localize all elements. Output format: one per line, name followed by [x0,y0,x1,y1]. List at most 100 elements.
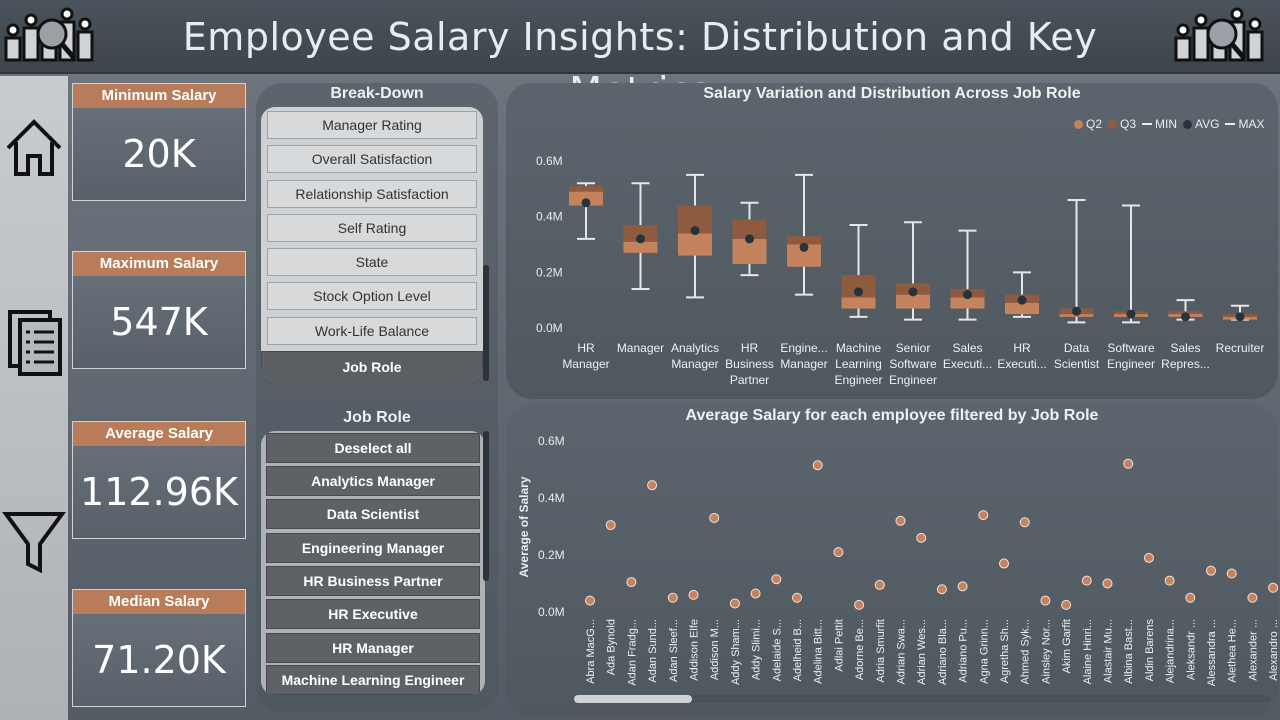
max-swatch-icon [1225,123,1236,125]
x-category-label: Engineer [889,373,937,387]
employee-point [833,547,844,558]
x-employee-label: Adelina Bitt... [813,619,825,684]
scatter-chart-panel: Average Salary for each employee filtere… [506,405,1278,717]
q2-swatch-icon [1074,119,1083,129]
breakdown-slicer: Manager Rating Overall Satisfaction Rela… [261,107,483,381]
breakdown-item-manager-rating[interactable]: Manager Rating [267,111,477,139]
job-role-scrollbar[interactable] [483,431,489,581]
home-icon[interactable] [2,112,66,182]
employee-point [709,512,720,523]
y-tick-label: 0.2M [538,548,565,562]
job-role-item[interactable]: Engineering Manager [266,533,480,563]
kpi-card-maximum-salary: Maximum Salary 547K [72,251,246,369]
job-role-item[interactable]: Data Scientist [266,499,480,529]
x-employee-label: Adriano Bla... [937,619,949,685]
x-employee-label: Agretha Sh... [999,619,1011,683]
employee-point [978,510,989,521]
employee-point [874,579,885,590]
x-employee-label: Adrian Swa... [896,619,908,684]
employee-point [1247,592,1258,603]
x-employee-label: Adriano Pu... [958,619,970,683]
box-chart-legend: Q2 Q3 MIN AVG MAX [1074,117,1265,131]
employee-point [688,589,699,600]
x-category-label: Executi... [943,357,992,371]
x-category-label: Manager [780,357,827,371]
x-employee-label: Addison Elfe [689,619,701,681]
kpi-value: 547K [110,300,208,344]
document-icon[interactable] [2,306,66,376]
job-role-item[interactable]: HR Manager [266,633,480,663]
job-role-item[interactable]: Machine Learning Engineer [266,665,480,695]
job-role-item-deselect-all[interactable]: Deselect all [266,433,480,463]
job-role-item[interactable]: HR Business Partner [266,566,480,596]
x-employee-label: Alaine Hinri... [1082,619,1094,684]
q3-box [569,186,603,192]
job-role-item[interactable]: HR Executive [266,599,480,629]
x-category-label: Manager [671,357,718,371]
x-employee-label: Alastair Mu... [1103,619,1115,683]
legend-item-max: MAX [1225,117,1265,131]
kpi-label: Median Salary [73,590,245,614]
box-chart-panel: Salary Variation and Distribution Across… [506,83,1278,399]
breakdown-item-job-role[interactable]: Job Role [261,351,483,381]
breakdown-scroll-thumb[interactable] [483,265,489,381]
kpi-value: 20K [122,132,196,176]
breakdown-item-state[interactable]: State [267,248,477,276]
employee-point [647,480,658,491]
x-employee-label: Adlai Pettit [833,619,845,672]
scatter-chart-title: Average Salary for each employee filtere… [685,407,1099,424]
breakdown-scrollbar[interactable] [483,265,489,381]
kpi-label: Maximum Salary [73,252,245,276]
scatter-chart: 0.0M 0.2M 0.4M 0.6M Average of Salary Abra Ma… [517,434,1278,686]
employee-point [1102,578,1113,589]
kpi-value: 71.20K [92,638,226,682]
employee-point [1268,582,1278,593]
x-category-label: Engineer [834,373,882,387]
x-employee-label: Addison M... [709,619,721,680]
breakdown-item-overall-satisfaction[interactable]: Overall Satisfaction [267,145,477,173]
avg-point [636,234,645,244]
avg-point [1017,295,1027,305]
breakdown-item-stock-option-level[interactable]: Stock Option Level [267,282,477,310]
kpi-label: Average Salary [73,422,245,446]
x-employee-label: Alessandra ... [1206,619,1218,686]
scatter-horizontal-scrollbar[interactable] [574,695,1270,703]
kpi-value: 112.96K [80,470,238,514]
x-category-label: Manager [617,341,664,355]
employee-point [792,592,802,603]
employee-point [1081,575,1092,586]
x-employee-label: Adelaide S... [771,619,783,681]
q3-swatch-icon [1108,119,1118,129]
breakdown-item-work-life-balance[interactable]: Work-Life Balance [267,317,477,345]
y-tick-label: 0.4M [536,210,563,224]
box-chart-title: Salary Variation and Distribution Across… [703,85,1081,102]
x-employee-label: Aleksandr ... [1185,619,1197,680]
job-role-item[interactable]: Analytics Manager [266,466,480,496]
avg-point [854,287,863,297]
x-employee-label: Adria Smurfit [875,619,887,683]
y-tick-label: 0.0M [538,605,565,619]
x-category-label: HR [741,341,759,355]
avg-point [581,198,591,208]
q3-box [732,219,767,239]
x-category-label: Recruiter [1216,341,1265,355]
employee-point [1040,595,1051,606]
employee-point [750,588,761,599]
kpi-card-median-salary: Median Salary 71.20K [72,589,246,707]
kpi-label: Minimum Salary [73,84,245,108]
filter-icon[interactable] [2,506,66,576]
scatter-scroll-thumb[interactable] [574,695,692,703]
breakdown-item-relationship-satisfaction[interactable]: Relationship Satisfaction [267,180,477,208]
employee-point [1061,599,1072,610]
avg-point [799,242,809,252]
x-employee-label: Adrian Wes... [916,619,928,685]
avg-point [1072,306,1081,316]
employee-point [1143,552,1154,563]
breakdown-item-self-rating[interactable]: Self Rating [267,214,477,242]
header-bar: Employee Salary Insights: Distribution a… [0,0,1280,113]
job-role-slicer: Deselect all Analytics Manager Data Scie… [261,431,485,695]
job-role-scroll-thumb[interactable] [483,431,489,581]
x-category-label: Business [725,357,774,371]
q2-box [623,241,658,253]
x-category-label: Machine [836,341,882,355]
